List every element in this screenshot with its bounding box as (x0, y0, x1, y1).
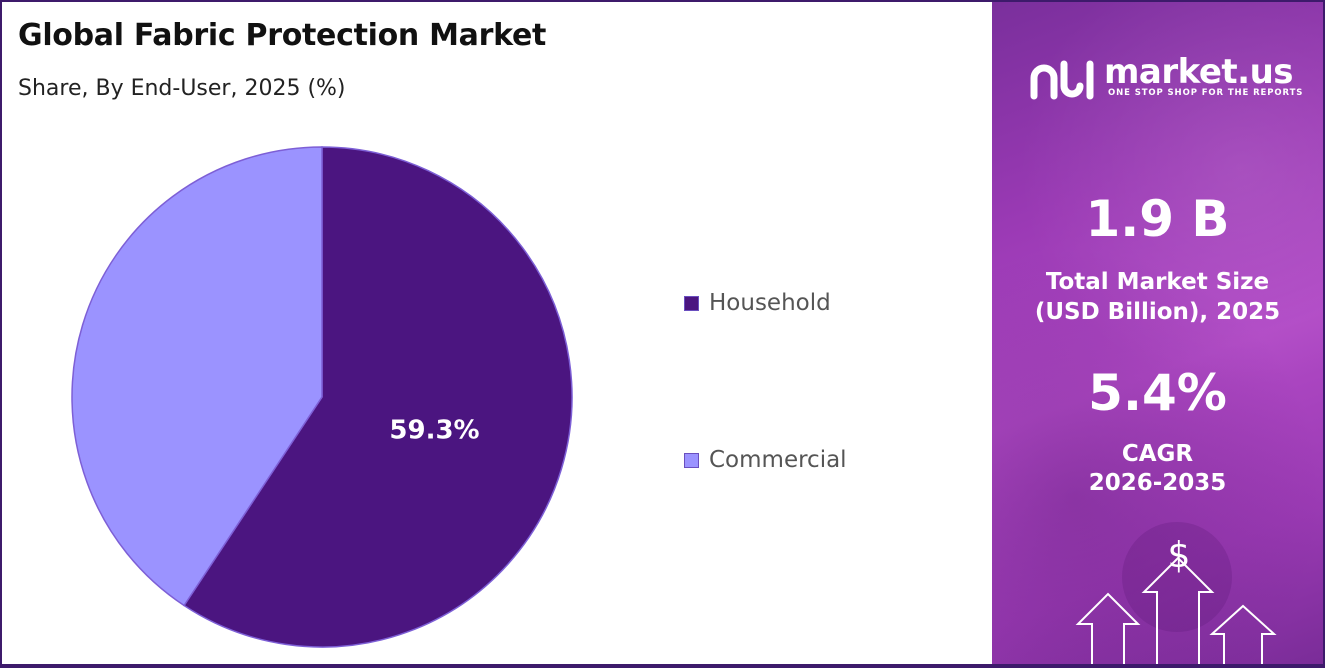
logo-tagline: ONE STOP SHOP FOR THE REPORTS (1108, 88, 1304, 98)
legend-label-commercial: Commercial (709, 447, 847, 473)
market-us-logo: market.us ONE STOP SHOP FOR THE REPORTS (1028, 52, 1302, 112)
data-label-household: 59.3% (389, 415, 479, 445)
pie-slice-commercial (71, 146, 323, 607)
cagr-value: 5.4% (1088, 364, 1227, 422)
legend-item-commercial: Commercial (684, 447, 847, 473)
market-size-label-line2: (USD Billion), 2025 (1034, 299, 1281, 325)
legend-label-household: Household (709, 290, 831, 316)
growth-arrows-icon: $ (1075, 522, 1277, 664)
chart-title: Global Fabric Protection Market (18, 18, 547, 53)
cagr-label-line1: CAGR (1121, 441, 1194, 467)
logo-wordmark: market.us (1104, 52, 1294, 92)
pie-slice-household (183, 146, 573, 648)
legend-swatch-commercial (684, 452, 699, 468)
cagr-label-line2: 2026-2035 (1088, 470, 1227, 496)
market-size-label-line1: Total Market Size (1045, 269, 1270, 295)
market-us-logo-icon (1030, 60, 1094, 100)
pie-chart: 59.3% (71, 146, 573, 648)
chart-panel: Global Fabric Protection Market Share, B… (2, 2, 990, 664)
market-size-value: 1.9 B (1085, 190, 1230, 248)
dollar-sign-icon: $ (1168, 535, 1191, 576)
summary-panel: market.us ONE STOP SHOP FOR THE REPORTS … (992, 2, 1323, 664)
chart-subtitle: Share, By End-User, 2025 (%) (18, 76, 346, 101)
legend-item-household: Household (684, 290, 831, 316)
legend-swatch-household (684, 295, 699, 311)
